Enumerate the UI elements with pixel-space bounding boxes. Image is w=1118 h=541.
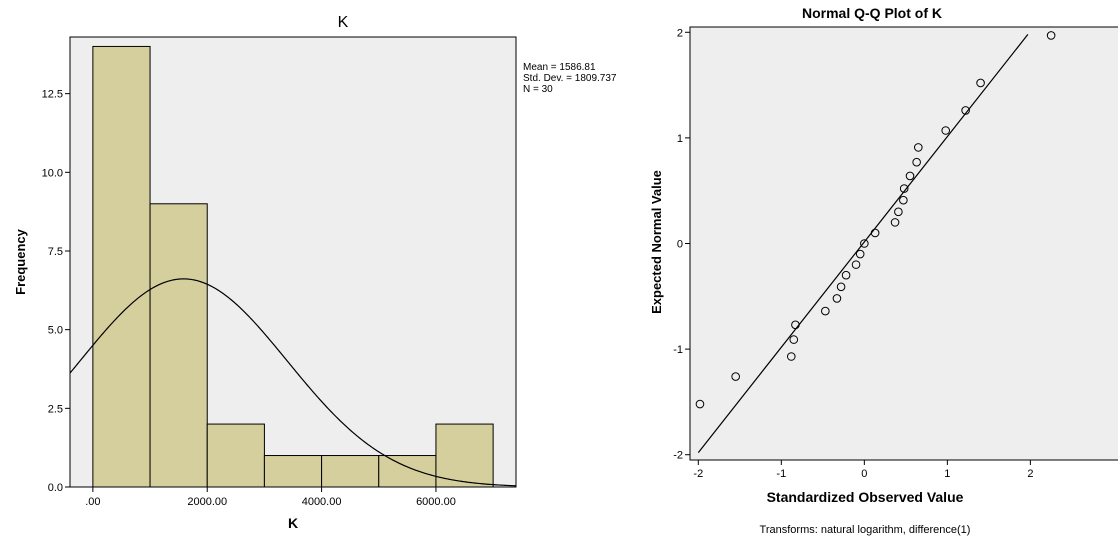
qq-point-8 bbox=[841, 270, 851, 280]
qq-x-tick-label-4: 2 bbox=[1027, 468, 1033, 480]
qq-point-12 bbox=[870, 228, 880, 238]
qq-y-tick-label-2: 0 bbox=[677, 239, 683, 251]
qq-point-0 bbox=[695, 399, 705, 409]
histogram-y-axis-label: Frequency bbox=[13, 228, 28, 295]
histogram-x-tick-label-1: 2000.00 bbox=[187, 496, 227, 508]
qq-point-23 bbox=[1046, 31, 1056, 40]
histogram-x-tick-label-0: .00 bbox=[85, 496, 100, 508]
qq-point-20 bbox=[941, 126, 950, 135]
histogram-bars bbox=[92, 45, 494, 488]
histogram-y-ticks: 0.0 2.5 5.0 7.5 10.0 12.5 bbox=[42, 89, 70, 494]
histogram-y-tick-label-4: 10.0 bbox=[42, 167, 63, 179]
qq-point-7 bbox=[836, 282, 846, 292]
histogram-x-axis-label: K bbox=[288, 515, 298, 531]
qq-point-15 bbox=[899, 195, 908, 205]
qq-point-18 bbox=[912, 157, 921, 167]
histogram-y-tick-label-0: 0.0 bbox=[48, 482, 63, 494]
qq-x-tick-label-3: 1 bbox=[944, 468, 950, 480]
histogram-y-tick-label-3: 7.5 bbox=[48, 246, 63, 258]
histogram-bar-0 bbox=[92, 45, 151, 488]
qq-point-10 bbox=[855, 249, 865, 259]
qq-reference-line bbox=[697, 34, 1029, 453]
histogram-bar-5 bbox=[378, 455, 437, 488]
histogram-y-tick-label-5: 12.5 bbox=[42, 89, 63, 101]
normal-curve-group bbox=[69, 278, 517, 487]
qq-title: Normal Q-Q Plot of K bbox=[802, 5, 942, 21]
qq-x-tick-label-0: -2 bbox=[693, 468, 703, 480]
histogram-x-ticks: .00 2000.00 4000.00 6000.00 bbox=[85, 487, 456, 508]
histogram-bar-1 bbox=[149, 203, 208, 488]
stats-std-dev: Std. Dev. = 1809.737 bbox=[523, 73, 617, 84]
histogram-panel: K 0.0 2.5 5.0 7.5 10.0 12.5 .00 2000.00 4000.00… bbox=[13, 14, 617, 531]
histogram-y-tick-label-2: 5.0 bbox=[48, 325, 63, 337]
qq-y-tick-label-0: -2 bbox=[673, 450, 683, 462]
qq-y-tick-label-1: -1 bbox=[673, 344, 683, 356]
qq-y-tick-label-3: 1 bbox=[677, 133, 683, 145]
histogram-x-tick-label-3: 6000.00 bbox=[416, 496, 456, 508]
qq-point-9 bbox=[851, 260, 861, 269]
histogram-bar-3 bbox=[263, 455, 323, 488]
qq-point-2 bbox=[786, 352, 796, 361]
qq-x-tick-label-2: 0 bbox=[861, 468, 867, 480]
qq-point-3 bbox=[789, 335, 799, 344]
qq-point-16 bbox=[899, 184, 909, 193]
qq-points bbox=[695, 31, 1056, 409]
qq-point-22 bbox=[976, 78, 985, 88]
qq-point-4 bbox=[791, 320, 800, 330]
qq-point-1 bbox=[731, 372, 740, 381]
histogram-title: K bbox=[338, 14, 349, 31]
qq-panel: Normal Q-Q Plot of K -2 -1 0 1 2 -2 -1 0 1 2 Sta… bbox=[649, 5, 1118, 536]
qq-point-17 bbox=[905, 171, 915, 181]
qq-point-19 bbox=[914, 143, 923, 152]
qq-line bbox=[697, 34, 1029, 453]
normal-curve bbox=[69, 278, 517, 487]
stats-mean: Mean = 1586.81 bbox=[523, 62, 596, 73]
qq-point-11 bbox=[860, 239, 869, 248]
qq-point-21 bbox=[961, 106, 970, 115]
histogram-y-tick-label-1: 2.5 bbox=[48, 403, 63, 415]
histogram-x-tick-label-2: 4000.00 bbox=[302, 496, 342, 508]
histogram-stats-box: Mean = 1586.81 Std. Dev. = 1809.737 N = … bbox=[523, 62, 617, 95]
qq-point-5 bbox=[821, 306, 830, 316]
qq-x-ticks: -2 -1 0 1 2 bbox=[693, 460, 1033, 480]
qq-x-axis-label: Standardized Observed Value bbox=[767, 489, 964, 505]
qq-y-ticks: -2 -1 0 1 2 bbox=[673, 27, 690, 462]
qq-point-13 bbox=[890, 218, 900, 227]
qq-y-tick-label-4: 2 bbox=[677, 27, 683, 39]
qq-point-14 bbox=[894, 207, 903, 217]
qq-point-6 bbox=[832, 294, 842, 303]
qq-y-axis-label: Expected Normal Value bbox=[649, 170, 664, 314]
qq-x-tick-label-1: -1 bbox=[776, 468, 786, 480]
qq-plot-area bbox=[689, 26, 1118, 461]
histogram-bar-4 bbox=[321, 455, 380, 488]
histogram-bar-2 bbox=[206, 423, 265, 488]
stats-n: N = 30 bbox=[523, 84, 553, 95]
histogram-bar-6 bbox=[435, 423, 494, 488]
qq-footnote: Transforms: natural logarithm, differenc… bbox=[760, 524, 971, 536]
